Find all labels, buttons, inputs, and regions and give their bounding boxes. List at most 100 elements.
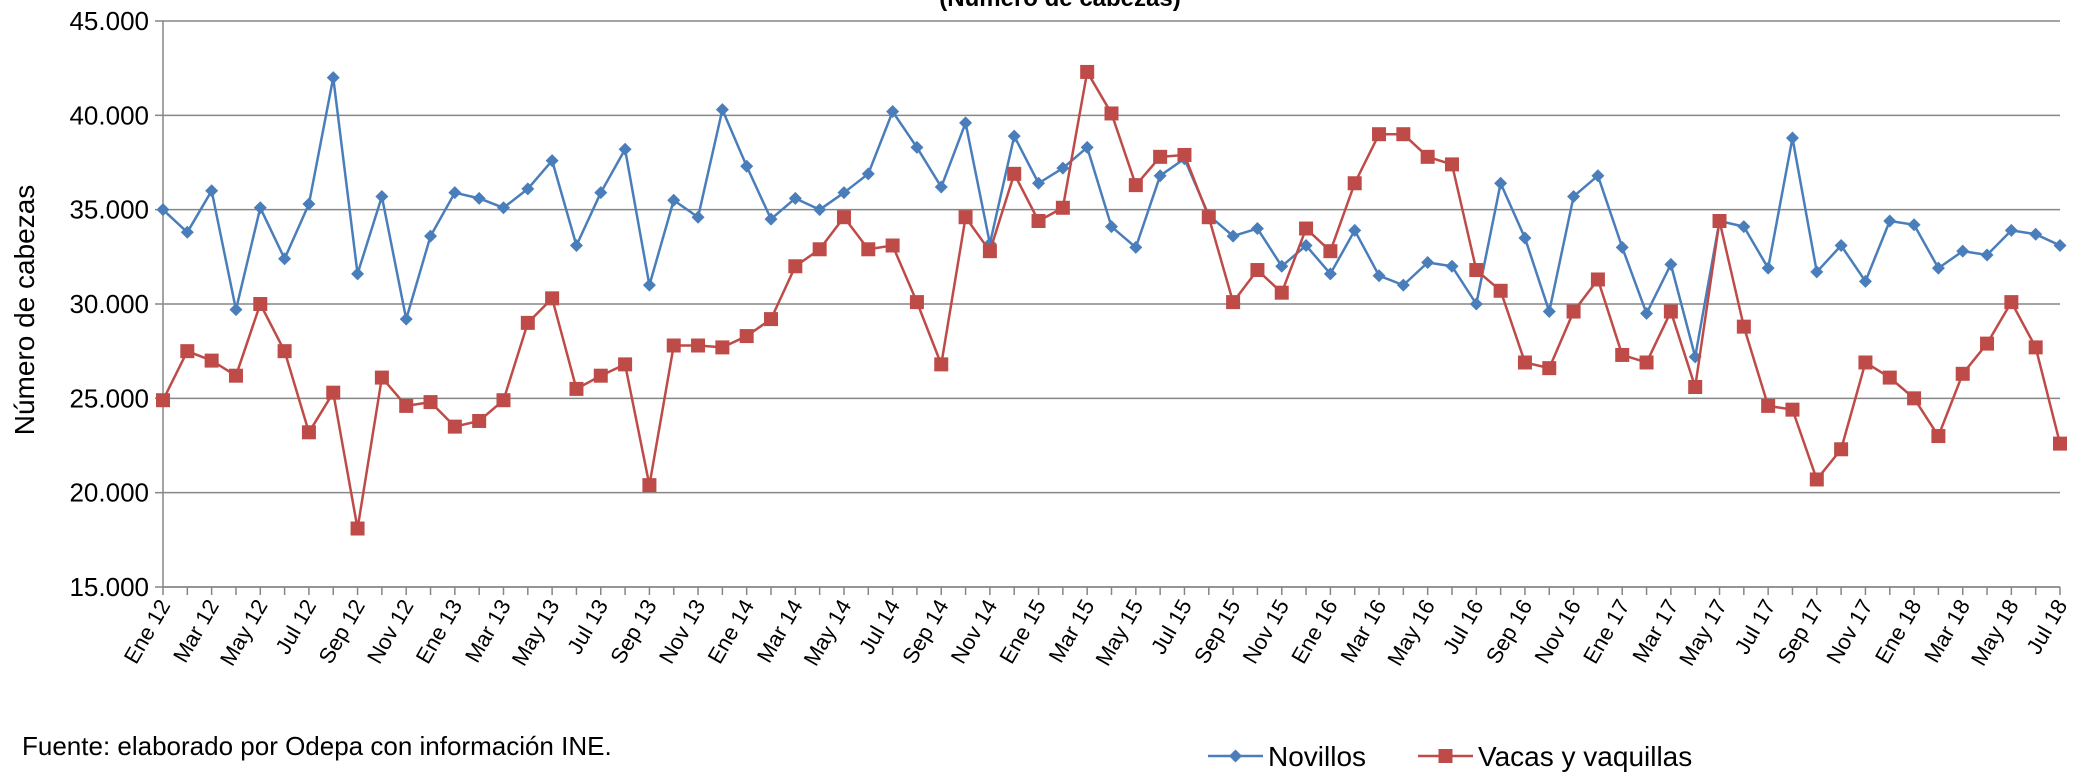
data-point	[448, 186, 462, 200]
data-point	[350, 521, 365, 536]
x-tick-label: Jul 14	[854, 595, 905, 658]
data-point	[1105, 220, 1118, 234]
x-tick-label: Ene 17	[1578, 595, 1635, 668]
data-point	[593, 368, 608, 383]
data-point	[1347, 176, 1362, 191]
data-point	[934, 357, 949, 372]
data-point	[788, 191, 802, 205]
data-point	[909, 295, 924, 310]
data-point	[520, 315, 535, 330]
data-point	[302, 197, 316, 211]
data-point	[156, 203, 170, 217]
series-line	[161, 70, 2062, 530]
data-point	[1469, 263, 1484, 278]
legend-item: Novillos	[1208, 741, 1366, 772]
x-tick-label: Nov 13	[654, 595, 711, 668]
data-point	[1907, 391, 1922, 406]
data-point	[1128, 178, 1143, 193]
data-point	[1104, 106, 1119, 121]
data-point	[788, 259, 803, 274]
data-point	[569, 239, 583, 253]
data-point	[594, 186, 608, 200]
data-point	[180, 225, 194, 239]
data-point	[691, 210, 705, 224]
data-point	[1445, 259, 1459, 273]
grid-lines	[163, 20, 2060, 588]
data-point	[1956, 244, 1970, 258]
series-vacas-y-vaquillas	[156, 64, 2067, 536]
x-tick-label: May 12	[215, 595, 273, 670]
x-tick-label: May 13	[507, 595, 565, 670]
x-tick-label: Nov 17	[1821, 595, 1878, 668]
data-point	[861, 242, 876, 257]
x-tick-label: Nov 16	[1529, 595, 1586, 668]
x-tick-label: Sep 16	[1481, 595, 1538, 668]
data-point	[642, 278, 656, 292]
data-point	[301, 425, 316, 440]
data-point	[1567, 189, 1581, 203]
data-point	[1761, 261, 1775, 275]
x-tick-label: Jul 12	[270, 595, 321, 658]
x-tick-label: Ene 18	[1870, 595, 1927, 668]
data-point	[1761, 398, 1776, 413]
series-novillos	[156, 71, 2067, 364]
y-tick-label: 15.000	[69, 572, 149, 602]
y-tick-label: 20.000	[69, 478, 149, 508]
data-point	[2053, 239, 2067, 253]
data-point	[472, 413, 487, 428]
data-point	[1031, 213, 1046, 228]
legend-item: Vacas y vaquillas	[1418, 741, 1692, 772]
x-tick-label: May 14	[799, 595, 857, 670]
data-point	[228, 368, 243, 383]
data-point	[1542, 305, 1556, 319]
data-point	[2029, 227, 2043, 241]
data-point	[1129, 240, 1143, 254]
data-point	[666, 338, 681, 353]
data-point	[496, 393, 511, 408]
y-tick-label: 25.000	[69, 383, 149, 413]
data-point	[691, 338, 706, 353]
data-point	[1032, 176, 1046, 190]
data-point	[1688, 380, 1703, 395]
data-point	[715, 340, 730, 355]
data-point	[278, 252, 292, 266]
data-point	[1737, 220, 1751, 234]
x-tick-label: Jul 16	[1438, 595, 1489, 658]
data-point	[1663, 304, 1678, 319]
x-tick-label: Ene 15	[994, 595, 1051, 668]
axes	[155, 20, 2061, 595]
data-point	[545, 154, 559, 168]
x-tick-label: Jul 15	[1146, 595, 1197, 658]
data-point	[1542, 361, 1557, 376]
data-point	[1469, 297, 1483, 311]
data-point	[812, 242, 827, 257]
data-point	[642, 478, 657, 493]
data-point	[959, 116, 973, 130]
data-point	[1907, 218, 1921, 232]
data-point	[545, 291, 560, 306]
x-tick-label: Sep 14	[897, 595, 954, 668]
data-point	[764, 212, 778, 226]
x-tick-label: May 15	[1090, 595, 1148, 670]
data-point	[958, 210, 973, 225]
data-point	[1590, 272, 1605, 287]
data-point	[934, 180, 948, 194]
data-point	[1980, 248, 1994, 262]
data-point	[886, 105, 900, 119]
data-point	[1615, 240, 1629, 254]
x-tick-label: Ene 16	[1286, 595, 1343, 668]
data-point	[1396, 127, 1411, 142]
data-point	[1615, 347, 1630, 362]
data-point	[740, 159, 754, 173]
x-tick-label: Sep 17	[1773, 595, 1830, 668]
source-note: Fuente: elaborado por Odepa con informac…	[22, 731, 612, 761]
y-tick-label: 30.000	[69, 289, 149, 319]
data-point	[618, 357, 633, 372]
data-point	[1493, 283, 1508, 298]
data-point	[1323, 267, 1337, 281]
x-tick-label: Jul 18	[2021, 595, 2072, 658]
data-point	[229, 303, 243, 317]
y-tick-label: 45.000	[69, 6, 149, 36]
